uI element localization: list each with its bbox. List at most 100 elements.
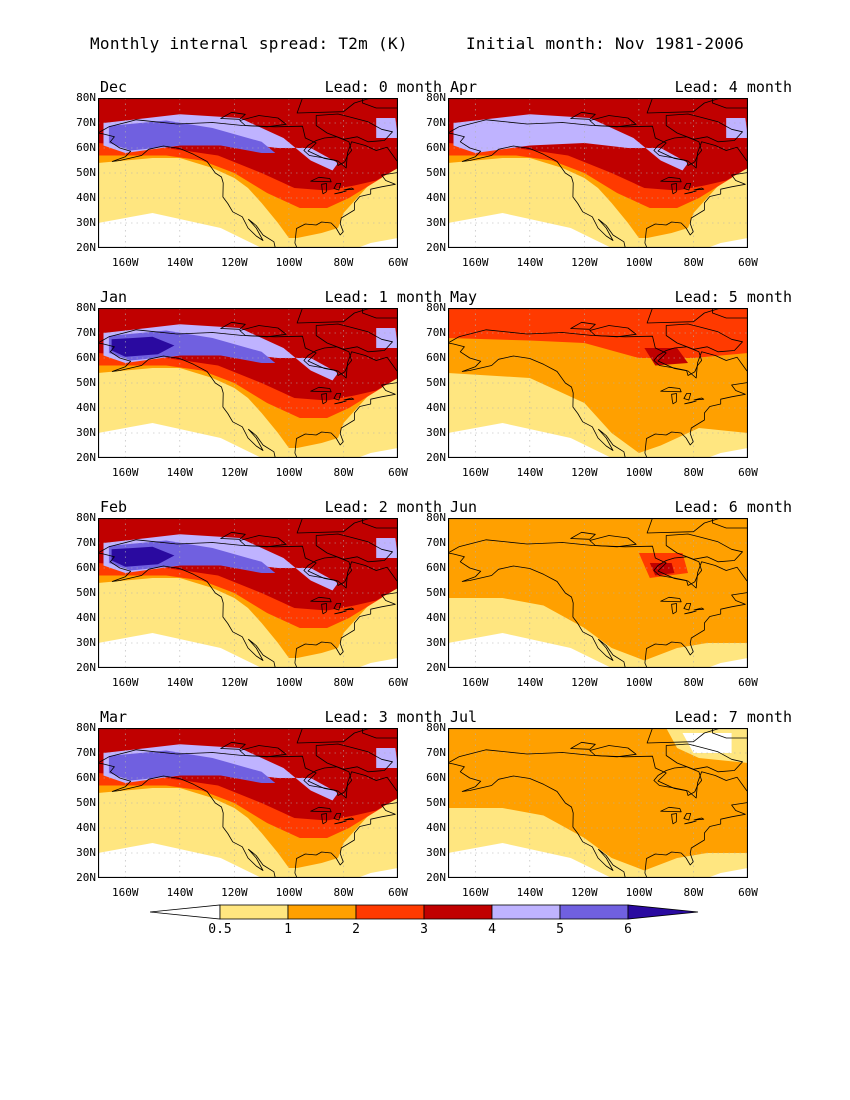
panel-month: Jul <box>450 708 478 726</box>
colorbar-label: 3 <box>420 922 428 937</box>
lon-tick-label: 120W <box>221 886 248 899</box>
map-panel-jul: Jul Lead: 7 month 80N 70N 60N 50N 40N 30N 20N 1… <box>426 708 800 899</box>
map-panel-apr: Apr Lead: 4 month 80N 70N 60N 50N 40N 30N 20N 1… <box>426 78 800 269</box>
colorbar <box>150 904 699 920</box>
lat-tick-label: 30N <box>426 426 446 439</box>
lon-tick-label: 120W <box>221 676 248 689</box>
panel-lead: Lead: 0 month <box>324 78 442 96</box>
map-plot <box>98 98 398 248</box>
lon-tick-label: 80W <box>683 676 704 689</box>
lon-tick-label: 60W <box>738 676 758 689</box>
lat-tick-label: 50N <box>76 796 96 809</box>
lat-tick-label: 40N <box>426 401 446 414</box>
panel-month: May <box>450 288 478 306</box>
lat-tick-label: 80N <box>426 511 446 524</box>
lat-tick-label: 40N <box>76 821 96 834</box>
panel-lead: Lead: 1 month <box>324 288 442 306</box>
lon-tick-label: 160W <box>112 466 139 479</box>
map-panel-mar: Mar Lead: 3 month 80N 70N 60N 50N 40N 30N 20N 1… <box>76 708 450 899</box>
lon-tick-label: 80W <box>333 466 354 479</box>
colorbar-swatch <box>287 904 357 920</box>
map-plot <box>448 98 748 248</box>
colorbar-label: 2 <box>352 922 360 937</box>
initial-month-title: Initial month: Nov 1981-2006 <box>466 34 745 53</box>
lon-tick-label: 100W <box>625 466 653 479</box>
map-panel-dec: Dec Lead: 0 month 80N 70N 60N 50N 40N 30N 20N 1… <box>76 78 450 269</box>
lon-tick-label: 160W <box>462 676 489 689</box>
lat-tick-label: 40N <box>76 401 96 414</box>
panel-lead: Lead: 4 month <box>674 78 792 96</box>
lon-tick-label: 140W <box>516 676 544 689</box>
colorbar-label: 0.5 <box>208 922 232 937</box>
lat-tick-label: 40N <box>426 611 446 624</box>
colorbar-swatch <box>559 904 629 920</box>
lat-tick-label: 60N <box>76 351 96 364</box>
lat-tick-label: 60N <box>426 351 446 364</box>
lon-tick-label: 120W <box>571 256 598 269</box>
lat-tick-label: 20N <box>426 661 446 674</box>
lat-tick-label: 60N <box>426 141 446 154</box>
lon-tick-label: 160W <box>462 256 489 269</box>
lon-tick-label: 80W <box>333 256 354 269</box>
lon-tick-label: 100W <box>625 256 653 269</box>
lon-tick-label: 120W <box>571 676 598 689</box>
lat-tick-label: 60N <box>426 771 446 784</box>
lat-tick-label: 80N <box>426 721 446 734</box>
lon-tick-label: 160W <box>112 886 139 899</box>
lat-tick-label: 30N <box>76 846 96 859</box>
panel-month: Dec <box>100 78 128 96</box>
lat-tick-label: 30N <box>426 636 446 649</box>
lon-tick-label: 160W <box>462 466 489 479</box>
lat-tick-label: 20N <box>76 241 96 254</box>
colorbar-label: 6 <box>624 922 632 937</box>
colorbar-label: 4 <box>488 922 496 937</box>
lat-tick-label: 50N <box>76 166 96 179</box>
lon-tick-label: 160W <box>462 886 489 899</box>
colorbar-swatch <box>355 904 425 920</box>
lon-tick-label: 80W <box>683 256 704 269</box>
map-plot <box>448 728 748 878</box>
colorbar-label: 1 <box>284 922 292 937</box>
lon-tick-label: 80W <box>333 676 354 689</box>
lon-tick-label: 120W <box>571 886 598 899</box>
lat-tick-label: 60N <box>76 771 96 784</box>
map-plot <box>98 518 398 668</box>
panel-month: Mar <box>100 708 128 726</box>
lat-tick-label: 20N <box>76 661 96 674</box>
lon-tick-label: 120W <box>221 256 248 269</box>
lon-tick-label: 80W <box>333 886 354 899</box>
lat-tick-label: 60N <box>76 141 96 154</box>
lat-tick-label: 70N <box>76 326 96 339</box>
lat-tick-label: 30N <box>76 426 96 439</box>
lon-tick-label: 60W <box>388 256 408 269</box>
panel-lead: Lead: 3 month <box>324 708 442 726</box>
panel-month: Jun <box>450 498 478 516</box>
lat-tick-label: 50N <box>426 586 446 599</box>
panel-lead: Lead: 2 month <box>324 498 442 516</box>
lat-tick-label: 40N <box>426 191 446 204</box>
lat-tick-label: 70N <box>426 326 446 339</box>
lat-tick-label: 60N <box>426 561 446 574</box>
map-panel-jun: Jun Lead: 6 month 80N 70N 60N 50N 40N 30N 20N 1… <box>426 498 800 689</box>
lon-tick-label: 80W <box>683 886 704 899</box>
lat-tick-label: 30N <box>76 636 96 649</box>
map-panel-feb: Feb Lead: 2 month 80N 70N 60N 50N 40N 30N 20N 1… <box>76 498 450 689</box>
lon-tick-label: 100W <box>625 676 653 689</box>
map-plot <box>448 308 748 458</box>
lon-tick-label: 60W <box>388 676 408 689</box>
figure-title: Monthly internal spread: T2m (K) <box>90 34 408 53</box>
colorbar-low-triangle <box>150 904 221 920</box>
lat-tick-label: 30N <box>426 216 446 229</box>
lat-tick-label: 70N <box>426 536 446 549</box>
lat-tick-label: 80N <box>76 721 96 734</box>
lat-tick-label: 70N <box>76 116 96 129</box>
lon-tick-label: 140W <box>516 886 544 899</box>
lat-tick-label: 20N <box>426 451 446 464</box>
lon-tick-label: 120W <box>221 466 248 479</box>
lon-tick-label: 140W <box>516 256 544 269</box>
colorbar-swatch <box>423 904 493 920</box>
lon-tick-label: 100W <box>275 256 303 269</box>
lon-tick-label: 60W <box>738 256 758 269</box>
map-panel-may: May Lead: 5 month 80N 70N 60N 50N 40N 30N 20N 1… <box>426 288 800 479</box>
